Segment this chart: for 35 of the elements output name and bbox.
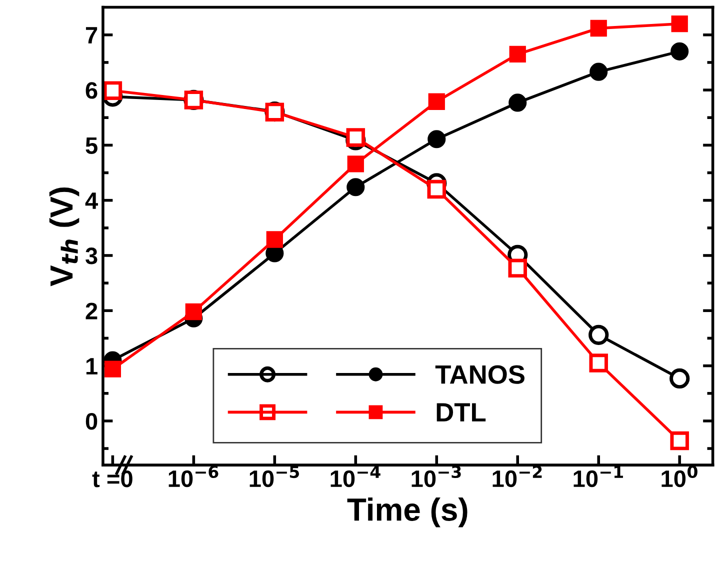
point — [588, 324, 609, 345]
y-tick-label: 6 — [86, 82, 98, 99]
point — [346, 178, 365, 196]
y-tick-label: 7 — [86, 27, 98, 44]
y-tick-label: 5 — [86, 137, 98, 154]
point — [185, 303, 202, 320]
legend-label: DTL — [436, 403, 486, 422]
y-tick-label: 3 — [86, 248, 98, 264]
point — [347, 156, 364, 172]
y-tick-label: 2 — [86, 302, 98, 320]
point — [266, 231, 283, 248]
x-tick-label: 10$^{−4}$ — [330, 466, 380, 488]
x-axis-title: Time (s) — [347, 497, 468, 528]
point — [509, 46, 526, 63]
point — [670, 42, 689, 60]
point — [670, 368, 690, 389]
point — [670, 431, 689, 450]
point — [589, 354, 608, 372]
point — [590, 62, 608, 81]
point — [508, 258, 527, 278]
point — [346, 128, 366, 147]
point — [428, 130, 446, 148]
point — [103, 81, 122, 100]
y-tick-label: 1 — [86, 358, 98, 374]
point — [590, 20, 607, 37]
legend-label: TANOS — [435, 365, 524, 384]
point — [104, 360, 122, 378]
point — [671, 16, 688, 32]
point — [428, 93, 445, 110]
y-tick-label: 0 — [86, 413, 98, 430]
y-tick-label: 4 — [85, 192, 98, 209]
point — [508, 94, 527, 112]
point — [427, 180, 446, 199]
x-tick-label: t =0 — [92, 470, 132, 488]
y-axis-title: V$_{th}$ (V) — [49, 188, 80, 286]
